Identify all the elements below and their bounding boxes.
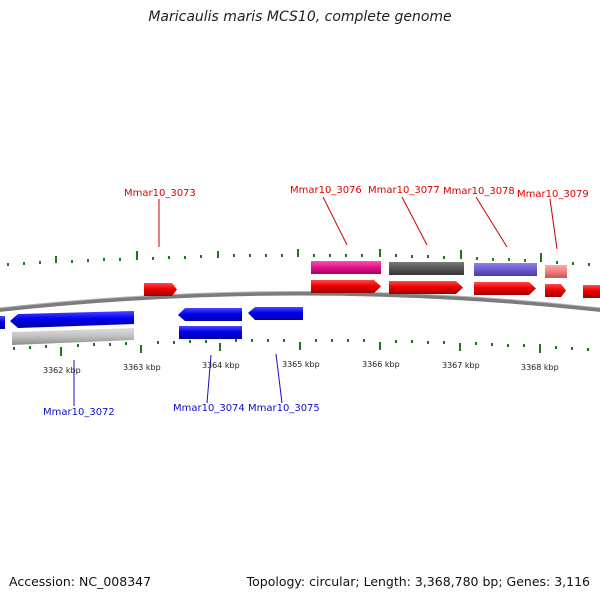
ruler-labels: 3362 kbp 3363 kbp 3364 kbp 3365 kbp 3366… — [43, 360, 559, 375]
gene-Mmar10_3075 — [248, 307, 303, 320]
gene-Mmar10_3072 — [10, 311, 134, 328]
gene-label: Mmar10_3074 — [173, 403, 245, 414]
gene-Mmar10_3077 — [389, 281, 463, 294]
gene-label: Mmar10_3073 — [124, 188, 196, 199]
gene-label: Mmar10_3075 — [248, 403, 320, 414]
forward-gene-labels: Mmar10_3073 Mmar10_3076 Mmar10_3077 Mmar… — [124, 185, 589, 200]
reverse-gene-labels: Mmar10_3072 Mmar10_3074 Mmar10_3075 — [43, 403, 320, 418]
gene-Mmar10_3074-upper — [178, 308, 242, 321]
tick-label: 3367 kbp — [442, 361, 480, 370]
genome-title: Maricaulis maris MCS10, complete genome — [148, 9, 452, 25]
tick-label: 3363 kbp — [123, 363, 161, 372]
gene-Mmar10_3079 — [545, 284, 566, 297]
outer-tick-ring — [7, 249, 590, 266]
gene-label: Mmar10_3077 — [368, 185, 440, 196]
feature-pink — [545, 265, 567, 278]
gene-label: Mmar10_3078 — [443, 186, 515, 197]
feature-dark-gray — [389, 262, 464, 275]
gene-partial-right — [583, 285, 600, 298]
gene-Mmar10_3076 — [311, 280, 381, 293]
gene-label: Mmar10_3076 — [290, 185, 362, 196]
gene-Mmar10_3074-lower — [179, 326, 242, 339]
gene-label: Mmar10_3079 — [517, 189, 589, 200]
inner-tick-ring — [13, 339, 589, 356]
feature-purple — [474, 263, 537, 276]
tick-label: 3364 kbp — [202, 361, 240, 370]
genome-summary-text: Topology: circular; Length: 3,368,780 bp… — [246, 574, 590, 589]
tick-label: 3368 kbp — [521, 363, 559, 372]
gene-Mmar10_3073 — [144, 283, 177, 296]
reverse-genes — [0, 307, 303, 345]
genome-backbone — [0, 291, 600, 312]
accession-text: Accession: NC_008347 — [9, 574, 152, 589]
feature-track — [311, 261, 567, 278]
gene-partial-left — [0, 316, 5, 329]
tick-label: 3362 kbp — [43, 366, 81, 375]
forward-genes — [144, 280, 600, 298]
feature-light-gray — [12, 328, 134, 345]
tick-label: 3366 kbp — [362, 360, 400, 369]
tick-label: 3365 kbp — [282, 360, 320, 369]
gene-label: Mmar10_3072 — [43, 407, 115, 418]
label-leaders — [73, 196, 558, 406]
gene-Mmar10_3078 — [474, 282, 536, 295]
feature-magenta — [311, 261, 381, 274]
